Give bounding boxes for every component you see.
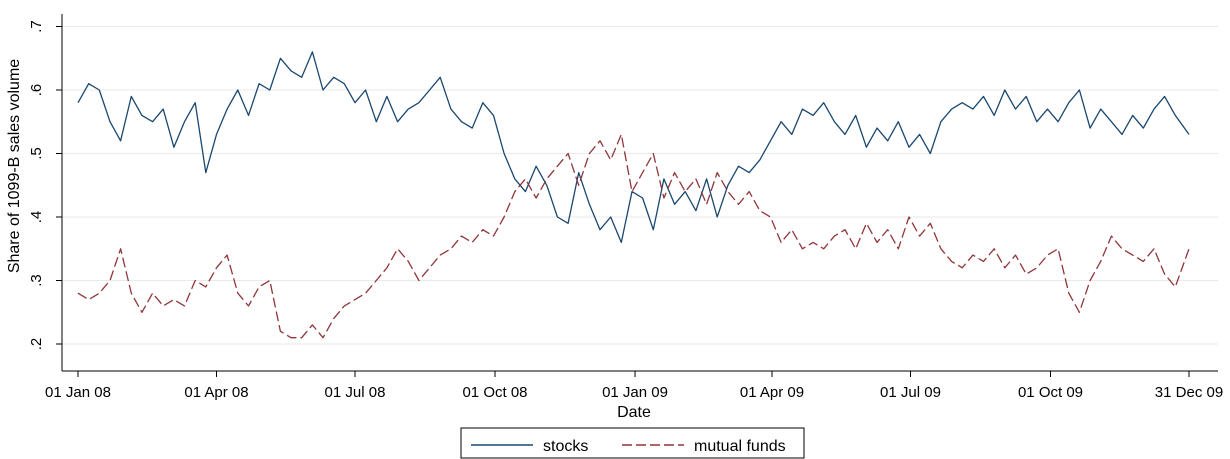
x-tick-label-3: 01 Oct 08 — [462, 384, 527, 401]
y-tick-group: .2 .3 .4 .5 .6 .7 — [28, 20, 62, 350]
y-tick-label-3: .5 — [28, 147, 45, 160]
y-tick-label-4: .6 — [28, 84, 45, 97]
gridlines — [62, 26, 1218, 345]
y-tick-label-5: .7 — [28, 20, 45, 33]
x-tick-label-7: 01 Oct 09 — [1018, 384, 1083, 401]
x-tick-label-6: 01 Jul 09 — [880, 384, 941, 401]
legend: stocks mutual funds — [460, 427, 805, 459]
x-axis-title: Date — [617, 404, 651, 421]
y-axis-title: Share of 1099-B sales volume — [6, 59, 23, 273]
legend-box — [460, 427, 805, 459]
legend-label-mutual-funds: mutual funds — [694, 438, 786, 455]
x-tick-label-1: 01 Apr 08 — [184, 384, 248, 401]
x-tick-label-8: 31 Dec 09 — [1155, 384, 1223, 401]
y-tick-label-2: .4 — [28, 211, 45, 224]
y-tick-label-0: .2 — [28, 338, 45, 351]
x-tick-label-2: 01 Jul 08 — [325, 384, 386, 401]
y-tick-label-1: .3 — [28, 274, 45, 287]
x-tick-label-5: 01 Apr 09 — [740, 384, 804, 401]
x-tick-label-0: 01 Jan 08 — [45, 384, 111, 401]
legend-label-stocks: stocks — [543, 438, 588, 455]
series-group — [77, 51, 1190, 339]
series-line-stocks — [77, 51, 1190, 244]
series-line-mutual-funds — [77, 133, 1190, 339]
x-tick-label-4: 01 Jan 09 — [602, 384, 668, 401]
x-tick-group: 01 Jan 08 01 Apr 08 01 Jul 08 01 Oct 08 01 J… — [45, 371, 1223, 401]
